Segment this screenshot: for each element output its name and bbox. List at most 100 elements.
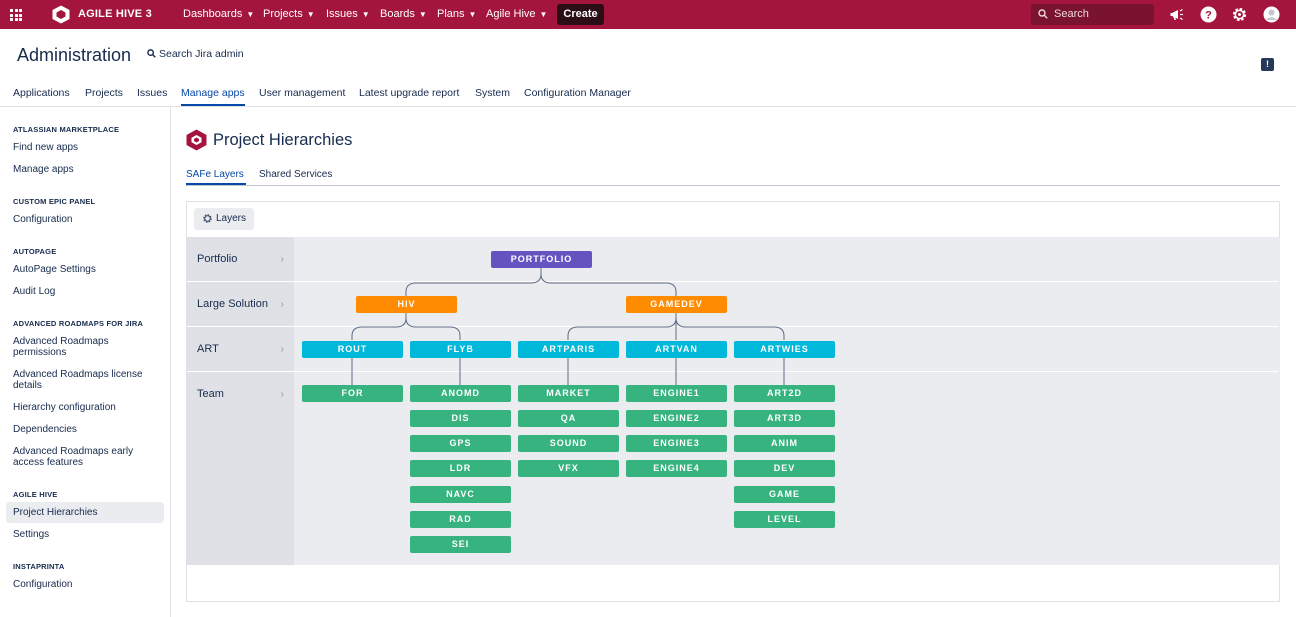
node-team[interactable]: QA bbox=[518, 410, 619, 427]
sidebar-item-audit-log[interactable]: Audit Log bbox=[13, 286, 56, 297]
sidebar-item-autopage-settings[interactable]: AutoPage Settings bbox=[13, 264, 96, 275]
nav-projects[interactable]: Projects ▼ bbox=[263, 8, 315, 20]
tab-safe-layers[interactable]: SAFe Layers bbox=[186, 169, 244, 180]
chevron-down-icon: ▼ bbox=[246, 10, 255, 19]
nav-issues[interactable]: Issues ▼ bbox=[326, 8, 370, 20]
chevron-down-icon: ▼ bbox=[361, 10, 370, 19]
node-art-artparis[interactable]: ARTPARIS bbox=[518, 341, 619, 358]
node-team[interactable]: LDR bbox=[410, 460, 511, 477]
nav-boards[interactable]: Boards ▼ bbox=[380, 8, 427, 20]
admin-search-link[interactable]: Search Jira admin bbox=[147, 48, 244, 60]
node-team[interactable]: ART3D bbox=[734, 410, 835, 427]
sidebar-active-highlight bbox=[6, 502, 164, 523]
team-row bbox=[186, 372, 1280, 565]
node-team[interactable]: GPS bbox=[410, 435, 511, 452]
node-team[interactable]: ART2D bbox=[734, 385, 835, 402]
row-label-team[interactable]: Team › bbox=[186, 372, 294, 565]
node-solution-gamedev[interactable]: GAMEDEV bbox=[626, 296, 727, 313]
project-hierarchies-logo-icon bbox=[186, 129, 207, 151]
sidebar-section-title: ATLASSIAN MARKETPLACE bbox=[13, 125, 120, 134]
create-button[interactable]: Create bbox=[557, 4, 604, 25]
sidebar-item-manage-apps[interactable]: Manage apps bbox=[13, 164, 74, 175]
node-solution-hiv[interactable]: HIV bbox=[356, 296, 457, 313]
tab-configuration-manager[interactable]: Configuration Manager bbox=[524, 87, 631, 99]
node-team[interactable]: ENGINE1 bbox=[626, 385, 727, 402]
subtab-divider bbox=[186, 185, 1280, 186]
layers-button[interactable]: Layers bbox=[194, 208, 254, 230]
node-team[interactable]: SEI bbox=[410, 536, 511, 553]
sidebar-section-title: AGILE HIVE bbox=[13, 490, 58, 499]
chevron-right-icon: › bbox=[280, 254, 284, 265]
node-team[interactable]: RAD bbox=[410, 511, 511, 528]
sidebar-item-advanced-roadmaps-permissions[interactable]: Advanced Roadmaps permissions bbox=[13, 336, 109, 358]
megaphone-icon[interactable] bbox=[1169, 6, 1186, 23]
sidebar-item-advanced-roadmaps-license[interactable]: Advanced Roadmaps license details bbox=[13, 369, 143, 391]
row-label-portfolio[interactable]: Portfolio › bbox=[186, 237, 294, 281]
chevron-down-icon: ▼ bbox=[468, 10, 477, 19]
tab-user-management[interactable]: User management bbox=[259, 87, 346, 99]
admin-header: Administration Search Jira admin ! Appli… bbox=[0, 29, 1296, 107]
tab-latest-upgrade-report[interactable]: Latest upgrade report bbox=[359, 87, 460, 99]
sidebar-item-settings[interactable]: Settings bbox=[13, 529, 50, 540]
tab-issues[interactable]: Issues bbox=[137, 87, 168, 99]
svg-text:?: ? bbox=[1205, 10, 1212, 22]
sidebar-item-dependencies[interactable]: Dependencies bbox=[13, 424, 77, 435]
active-tab-indicator bbox=[186, 183, 246, 185]
node-team[interactable]: ANOMD bbox=[410, 385, 511, 402]
row-label-large-solution[interactable]: Large Solution › bbox=[186, 282, 294, 326]
tab-manage-apps[interactable]: Manage apps bbox=[181, 87, 245, 106]
admin-sidebar: ATLASSIAN MARKETPLACE Find new apps Mana… bbox=[0, 107, 171, 617]
row-label-art[interactable]: ART › bbox=[186, 327, 294, 371]
portfolio-row bbox=[186, 237, 1280, 281]
node-team[interactable]: SOUND bbox=[518, 435, 619, 452]
gear-icon bbox=[203, 214, 212, 223]
node-team[interactable]: ANIM bbox=[734, 435, 835, 452]
brand-name[interactable]: AGILE HIVE 3 bbox=[78, 8, 152, 20]
node-art-rout[interactable]: ROUT bbox=[302, 341, 403, 358]
node-team[interactable]: DIS bbox=[410, 410, 511, 427]
app-switcher-icon[interactable] bbox=[10, 9, 22, 21]
sidebar-item-early-access-features[interactable]: Advanced Roadmaps early access features bbox=[13, 446, 134, 468]
sidebar-item-project-hierarchies[interactable]: Project Hierarchies bbox=[13, 507, 98, 518]
chevron-right-icon: › bbox=[280, 344, 284, 355]
help-icon[interactable]: ? bbox=[1200, 6, 1217, 23]
sidebar-item-configuration[interactable]: Configuration bbox=[13, 579, 73, 590]
sidebar-section-title: ADVANCED ROADMAPS FOR JIRA bbox=[13, 319, 144, 328]
tab-shared-services[interactable]: Shared Services bbox=[259, 169, 333, 180]
node-art-artvan[interactable]: ARTVAN bbox=[626, 341, 727, 358]
agile-hive-logo-icon[interactable] bbox=[52, 5, 70, 24]
main-content: Project Hierarchies SAFe Layers Shared S… bbox=[171, 107, 1296, 617]
nav-plans[interactable]: Plans ▼ bbox=[437, 8, 477, 20]
chevron-down-icon: ▼ bbox=[418, 10, 427, 19]
tab-applications[interactable]: Applications bbox=[13, 87, 70, 99]
node-team[interactable]: GAME bbox=[734, 486, 835, 503]
node-team[interactable]: DEV bbox=[734, 460, 835, 477]
nav-agile-hive[interactable]: Agile Hive ▼ bbox=[486, 8, 548, 20]
node-team[interactable]: ENGINE2 bbox=[626, 410, 727, 427]
tab-system[interactable]: System bbox=[475, 87, 511, 99]
avatar[interactable] bbox=[1263, 6, 1280, 23]
sidebar-section-title: CUSTOM EPIC PANEL bbox=[13, 197, 96, 206]
search-input[interactable]: Search bbox=[1031, 4, 1154, 25]
node-team[interactable]: FOR bbox=[302, 385, 403, 402]
node-art-artwies[interactable]: ARTWIES bbox=[734, 341, 835, 358]
sidebar-item-configuration[interactable]: Configuration bbox=[13, 214, 73, 225]
node-team[interactable]: LEVEL bbox=[734, 511, 835, 528]
node-team[interactable]: ENGINE4 bbox=[626, 460, 727, 477]
node-team[interactable]: MARKET bbox=[518, 385, 619, 402]
node-team[interactable]: ENGINE3 bbox=[626, 435, 727, 452]
node-portfolio[interactable]: PORTFOLIO bbox=[491, 251, 592, 268]
tab-projects[interactable]: Projects bbox=[85, 87, 123, 99]
nav-dashboards[interactable]: Dashboards ▼ bbox=[183, 8, 255, 20]
node-art-flyb[interactable]: FLYB bbox=[410, 341, 511, 358]
sidebar-item-hierarchy-configuration[interactable]: Hierarchy configuration bbox=[13, 402, 116, 413]
page-heading: Project Hierarchies bbox=[213, 131, 353, 149]
node-team[interactable]: VFX bbox=[518, 460, 619, 477]
sidebar-item-find-new-apps[interactable]: Find new apps bbox=[13, 142, 79, 153]
settings-icon[interactable] bbox=[1231, 6, 1248, 23]
chevron-right-icon: › bbox=[280, 299, 284, 310]
feedback-icon[interactable]: ! bbox=[1261, 58, 1274, 71]
search-placeholder: Search bbox=[1054, 8, 1089, 20]
node-team[interactable]: NAVC bbox=[410, 486, 511, 503]
